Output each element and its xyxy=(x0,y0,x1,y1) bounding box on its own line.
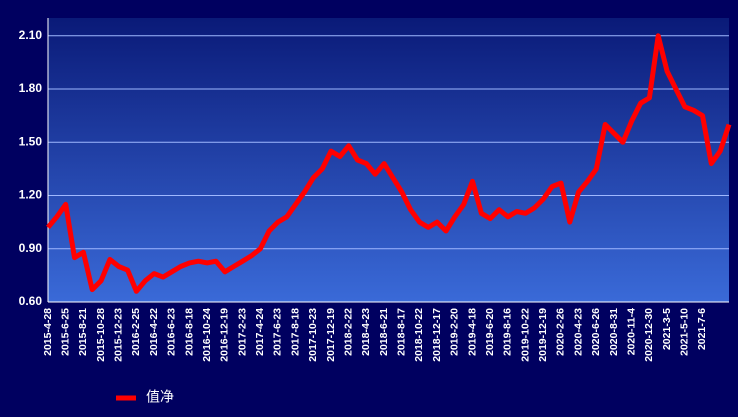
x-tick-label: 2017-12-19 xyxy=(325,308,337,362)
y-tick-label: 0.60 xyxy=(19,294,43,308)
x-tick-label: 2018-12-17 xyxy=(431,308,443,362)
x-tick-label: 2016-2-25 xyxy=(130,308,142,356)
plot-area xyxy=(48,18,729,302)
x-tick-label: 2015-12-23 xyxy=(113,308,125,362)
legend-label: 值净 xyxy=(146,389,174,405)
x-tick-label: 2017-2-23 xyxy=(236,308,248,356)
x-tick-label: 2021-3-5 xyxy=(661,308,673,350)
x-tick-label: 2020-2-26 xyxy=(555,308,567,356)
x-tick-label: 2019-6-20 xyxy=(484,308,496,356)
x-tick-label: 2020-4-23 xyxy=(572,308,584,356)
x-tick-label: 2019-2-20 xyxy=(449,308,461,356)
x-tick-label: 2019-12-19 xyxy=(537,308,549,362)
x-tick-label: 2021-7-6 xyxy=(696,308,708,350)
x-tick-label: 2019-4-18 xyxy=(466,308,478,356)
x-tick-label: 2018-8-17 xyxy=(396,308,408,356)
x-tick-label: 2021-5-10 xyxy=(679,308,691,356)
x-tick-label: 2017-8-18 xyxy=(289,308,301,356)
x-tick-label: 2015-8-21 xyxy=(77,308,89,356)
x-tick-label: 2018-10-22 xyxy=(413,308,425,362)
x-tick-label: 2017-6-23 xyxy=(272,308,284,356)
x-tick-label: 2020-11-4 xyxy=(625,308,637,355)
x-tick-label: 2016-8-18 xyxy=(183,308,195,356)
x-tick-label: 2020-8-31 xyxy=(608,308,620,356)
x-tick-label: 2017-10-23 xyxy=(307,308,319,362)
y-tick-label: 0.90 xyxy=(19,241,43,255)
y-tick-label: 2.10 xyxy=(19,28,43,42)
x-tick-label: 2015-10-28 xyxy=(95,308,107,362)
series-line xyxy=(46,33,732,294)
y-tick-label: 1.50 xyxy=(19,134,43,148)
x-tick-label: 2015-6-25 xyxy=(59,308,71,356)
x-tick-label: 2016-12-19 xyxy=(219,308,231,362)
x-tick-label: 2018-6-21 xyxy=(378,308,390,356)
x-tick-label: 2020-12-30 xyxy=(643,308,655,362)
x-tick-label: 2020-6-26 xyxy=(590,308,602,356)
x-tick-label: 2016-6-23 xyxy=(166,308,178,356)
x-tick-label: 2016-4-22 xyxy=(148,308,160,356)
y-tick-label: 1.80 xyxy=(19,81,43,95)
x-tick-label: 2018-4-23 xyxy=(360,308,372,356)
y-tick-label: 1.20 xyxy=(19,188,43,202)
x-tick-label: 2018-2-22 xyxy=(342,308,354,356)
x-tick-label: 2016-10-24 xyxy=(201,308,213,362)
x-tick-label: 2015-4-28 xyxy=(42,308,54,356)
x-tick-label: 2019-8-16 xyxy=(502,308,514,356)
x-tick-label: 2019-10-22 xyxy=(519,308,531,362)
x-tick-label: 2017-4-24 xyxy=(254,308,266,356)
